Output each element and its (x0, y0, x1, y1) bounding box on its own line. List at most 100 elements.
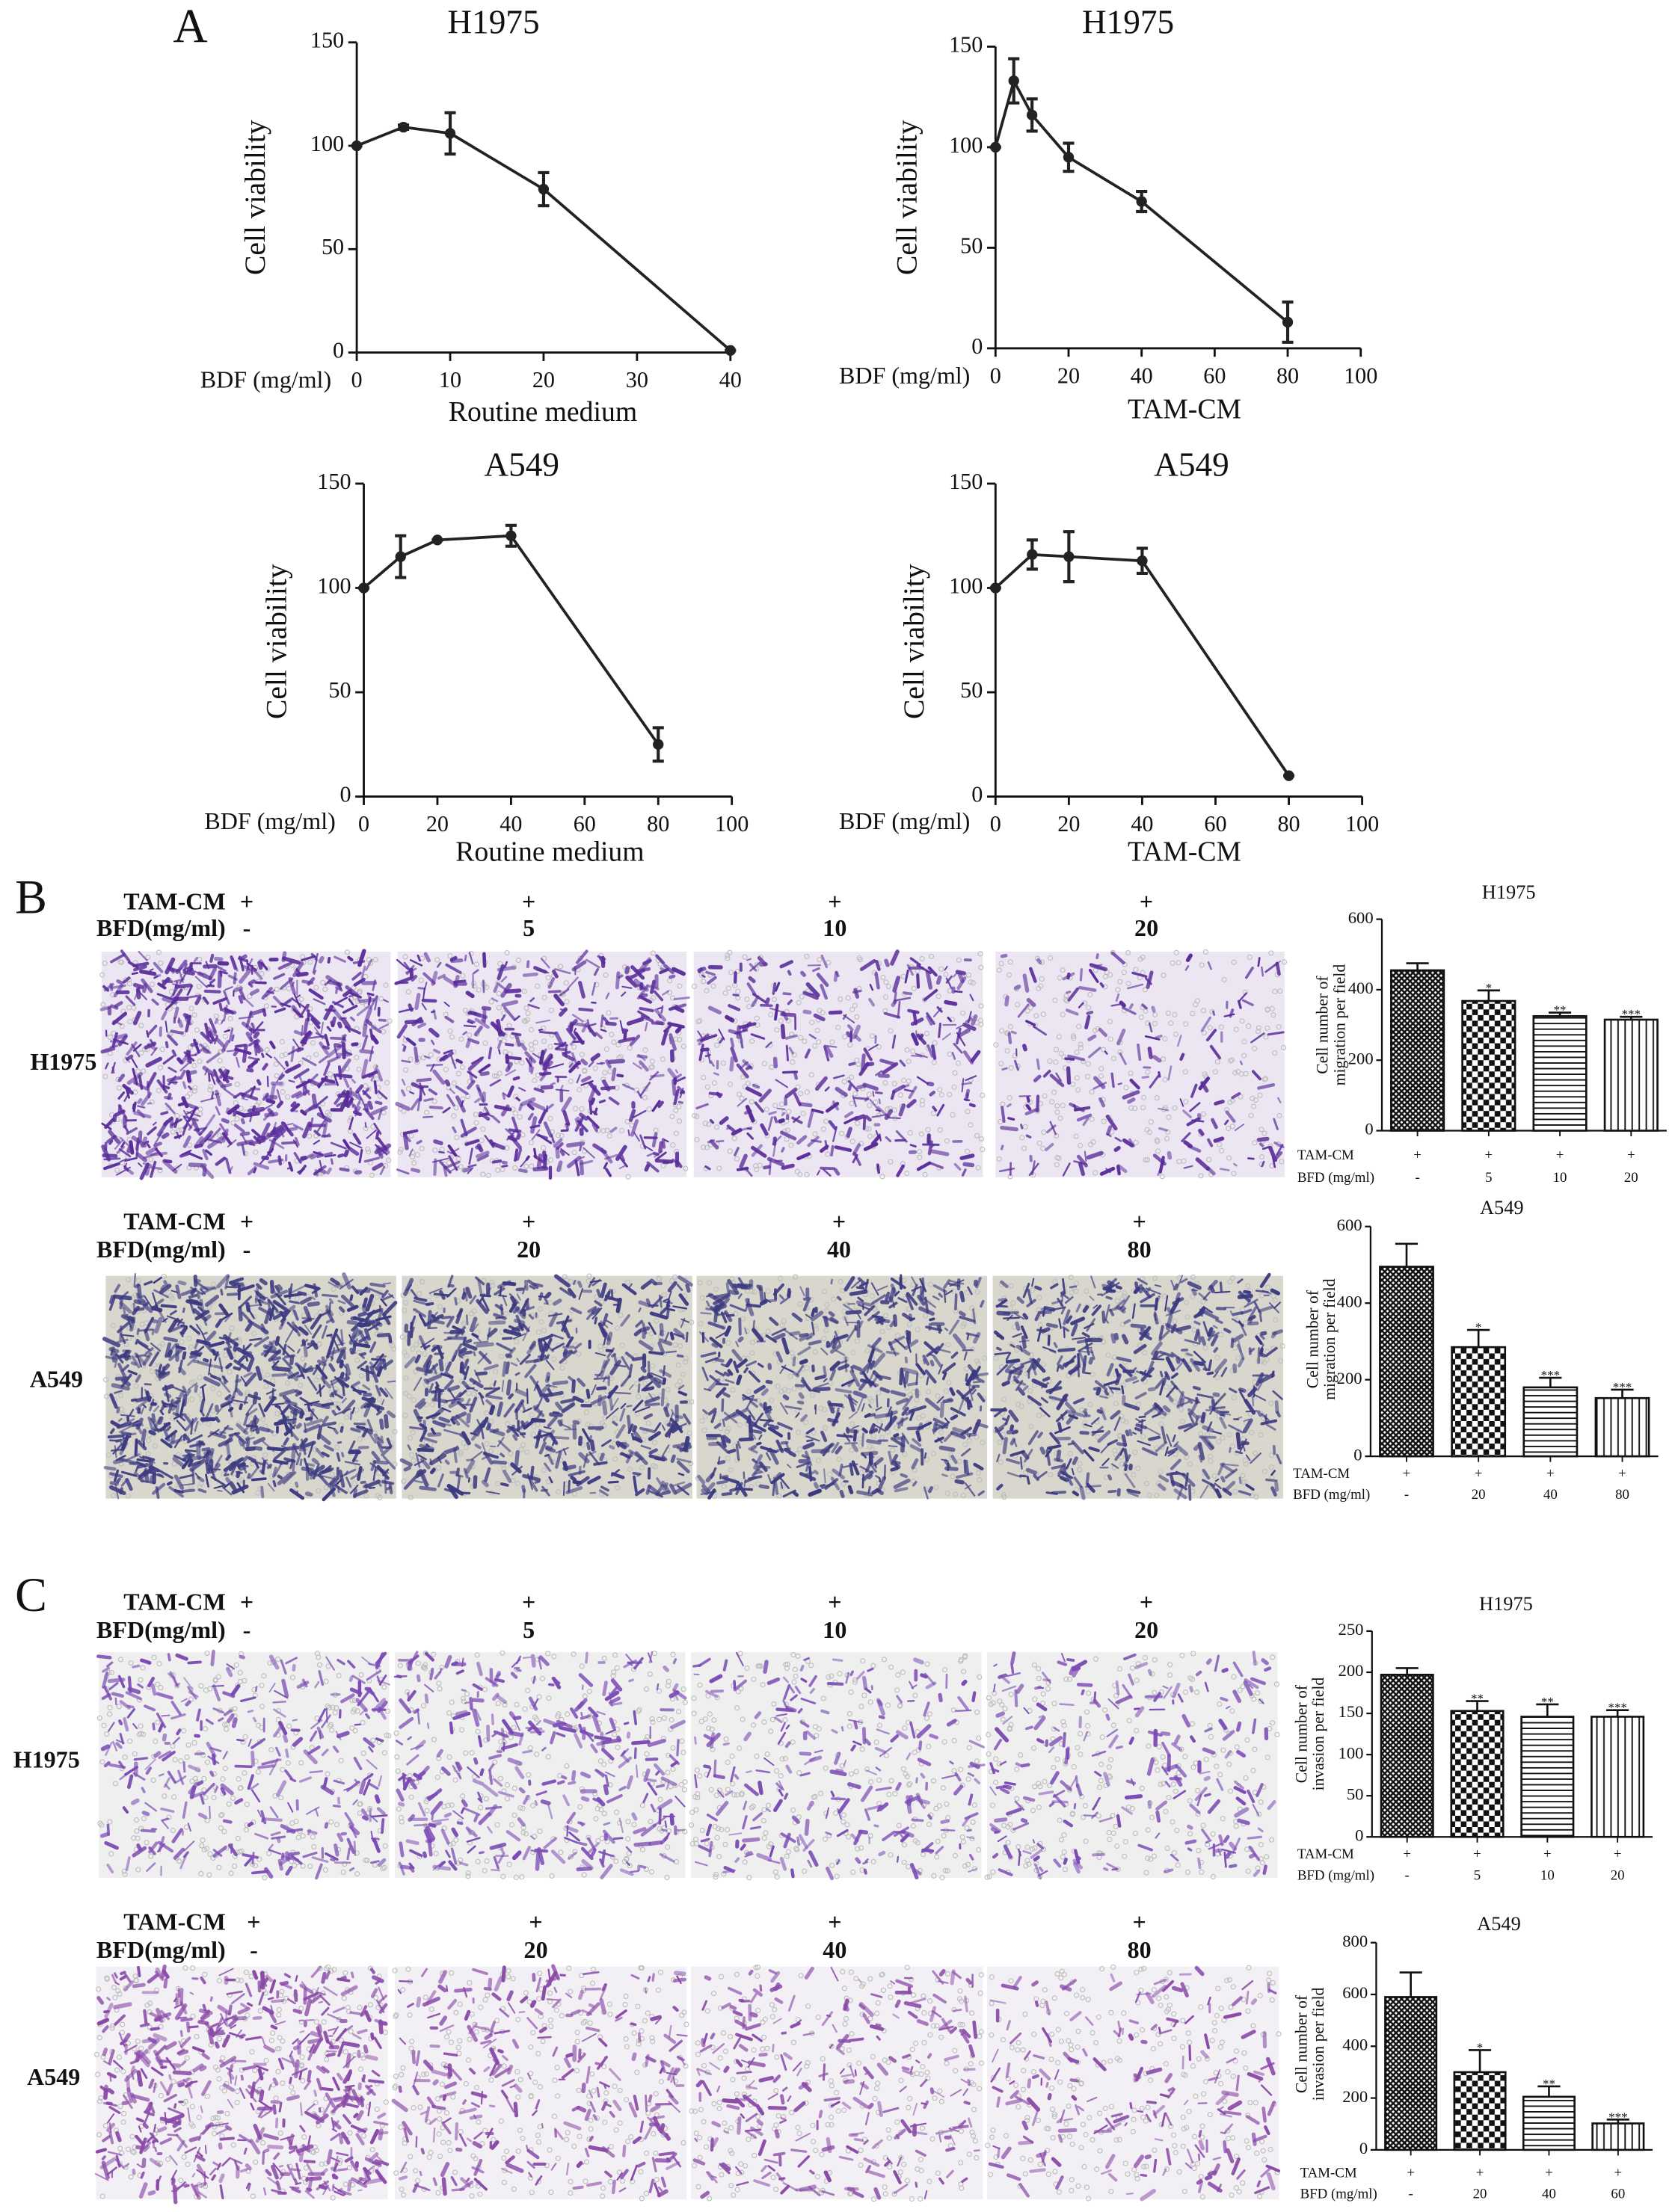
cell (467, 1020, 474, 1024)
cell (360, 1480, 366, 1484)
tam-cm-label: + (828, 887, 841, 914)
chart-title: A549 (1480, 1196, 1524, 1219)
cell (361, 1304, 367, 1313)
chart-title: H1975 (1479, 1592, 1533, 1615)
cell (473, 1340, 489, 1344)
cell (464, 1139, 480, 1146)
pore (815, 1039, 822, 1045)
chart-title: H1975 (1082, 3, 1174, 40)
cell (313, 1130, 321, 1137)
significance-label: * (1486, 981, 1492, 995)
pore (691, 983, 698, 989)
cell (432, 1069, 446, 1085)
pore (625, 1174, 631, 1180)
y-tick-label: 150 (949, 31, 983, 57)
cell (1105, 1125, 1113, 1136)
cell (395, 1101, 411, 1112)
cell (369, 1028, 374, 1041)
cell (336, 1441, 342, 1444)
cell (591, 982, 596, 996)
error-bar (1468, 2049, 1492, 2072)
pore (541, 1144, 547, 1150)
tam-cm-label: + (1475, 1466, 1483, 1482)
cell (1000, 953, 1008, 958)
cell (533, 1087, 544, 1094)
cell (884, 958, 890, 967)
cell (1013, 984, 1021, 991)
cell (132, 1302, 136, 1312)
cell (288, 1161, 294, 1172)
cell (350, 1091, 363, 1101)
cell (525, 1358, 539, 1364)
cell (773, 1003, 779, 1021)
cell (540, 958, 550, 969)
cell (725, 1127, 731, 1130)
cell (625, 976, 638, 988)
tam-cm-label: + (240, 887, 253, 914)
cell (227, 1104, 240, 1115)
chart-title: A549 (1477, 1912, 1521, 1935)
cell (161, 1132, 170, 1139)
cell (349, 1347, 354, 1355)
pore (501, 1038, 507, 1044)
row-label: TAM-CM (1297, 1846, 1354, 1862)
cell (202, 1331, 208, 1336)
cell (141, 1429, 147, 1443)
cell (135, 1152, 147, 1162)
pore (496, 1005, 502, 1011)
cell (289, 1127, 298, 1132)
cell (123, 1432, 137, 1437)
cell (135, 1137, 140, 1150)
cell (1137, 1043, 1142, 1062)
cell (149, 1475, 154, 1482)
pore (876, 1044, 882, 1050)
cell (505, 1353, 513, 1358)
cell (501, 999, 519, 1007)
cell (307, 1404, 311, 1412)
cell (261, 987, 273, 1000)
cell (173, 1118, 179, 1129)
cell (465, 1287, 473, 1299)
cell (221, 1118, 230, 1124)
cell (145, 1146, 159, 1156)
y-tick-label: 0 (333, 338, 344, 363)
cell (573, 1027, 577, 1033)
cell (752, 1083, 760, 1089)
cell (342, 1383, 349, 1388)
cell (362, 1023, 368, 1038)
cell (388, 1482, 393, 1494)
pore (159, 1047, 165, 1053)
y-tick-label: 150 (949, 469, 983, 494)
pore (728, 970, 734, 976)
cell (167, 965, 175, 973)
x-tick-label: 60 (574, 811, 596, 837)
pore (459, 1065, 465, 1070)
cell (938, 1023, 941, 1038)
cell (249, 988, 259, 996)
pore (555, 1133, 562, 1139)
cell (209, 1018, 218, 1034)
cell (157, 1473, 164, 1477)
cell (242, 1443, 246, 1449)
cell (544, 1372, 551, 1383)
x-tick-label: 40 (1131, 363, 1153, 388)
cell (446, 1384, 461, 1392)
x-tick-label: 40 (500, 811, 522, 837)
cell (170, 987, 179, 999)
pore (480, 1126, 486, 1133)
cell (613, 1354, 618, 1367)
cell (467, 1079, 476, 1090)
cell (358, 1149, 363, 1164)
cell (147, 1080, 150, 1099)
cell (343, 1149, 349, 1158)
cell (462, 1031, 467, 1035)
cell (1007, 1103, 1012, 1108)
cell (473, 1351, 476, 1357)
cell (1007, 1117, 1015, 1121)
cell (458, 1347, 467, 1354)
cell (257, 961, 263, 970)
cell (623, 1030, 627, 1041)
cell (512, 1434, 518, 1441)
y-tick-label: 200 (1337, 1369, 1362, 1387)
x-tick-label: 100 (1344, 363, 1377, 388)
